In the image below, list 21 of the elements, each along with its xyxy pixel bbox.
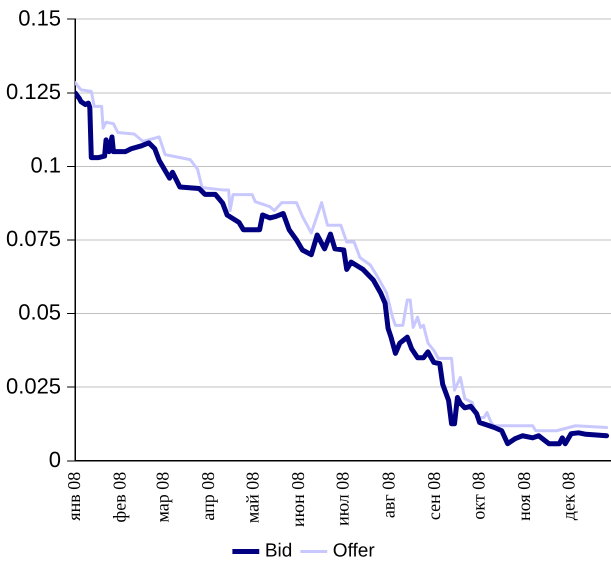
x-tick-label: апр 08 (198, 472, 218, 521)
x-tick-label: мар 08 (152, 472, 172, 523)
y-tick-label: 0.025 (6, 373, 62, 398)
y-tick-label: 0.075 (6, 226, 62, 252)
x-tick-label: фев 08 (110, 472, 130, 522)
x-tick-label: дек 08 (558, 472, 578, 520)
x-tick-label: май 08 (242, 472, 262, 524)
x-tick-label: июн 08 (288, 472, 308, 528)
x-tick-label: сен 08 (424, 472, 444, 520)
y-tick-label: 0.1 (30, 152, 62, 178)
y-tick-label: 0.05 (18, 300, 62, 325)
x-tick-label: окт 08 (468, 472, 488, 520)
legend-label: Offer (332, 540, 376, 562)
y-tick-label: 0.15 (18, 5, 62, 30)
x-tick-label: июл 08 (332, 472, 352, 526)
y-tick-label: 0.125 (6, 78, 62, 104)
x-tick-label: янв 08 (64, 472, 84, 521)
legend-label: Bid (264, 540, 292, 562)
x-tick-label: авг 08 (378, 472, 398, 518)
y-tick-label: 0 (48, 446, 62, 472)
x-tick-label: ноя 08 (514, 472, 534, 521)
